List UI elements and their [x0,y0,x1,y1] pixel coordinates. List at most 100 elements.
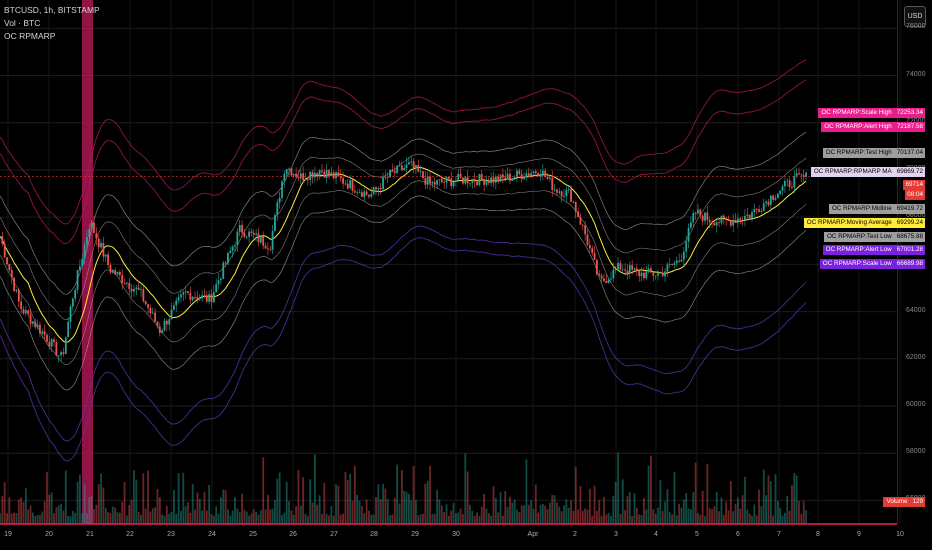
volume-bar [687,508,690,524]
volume-bar [772,515,775,524]
volume-bar [250,513,253,524]
volume-bar [262,457,265,524]
volume-bar [537,512,540,524]
candle-body [330,172,333,175]
time-axis-label: Apr [527,531,539,538]
candle-body [431,181,434,184]
candle-body [292,173,295,176]
time-axis-label: 22 [126,531,134,538]
currency-button[interactable]: USD [904,6,926,27]
candle-body [259,236,262,243]
candle-body [187,291,189,293]
candle-body [229,250,232,254]
volume-bar [39,515,41,524]
volume-bar [149,511,152,524]
price-tag-value: 08:04 [905,190,925,200]
candle-body [168,319,171,325]
candle-body [283,173,286,182]
volume-bar [201,510,203,524]
candle-body [450,178,453,187]
candle-body [252,232,255,235]
candle-body [556,189,558,193]
volume-bar [426,480,429,524]
moving-average-line [0,166,807,343]
candle-body [549,177,551,179]
volume-bar [142,473,145,524]
candle-body [598,274,601,276]
candle-body [161,330,164,333]
candle-body [624,269,626,271]
volume-bar [633,493,636,524]
volume-bar [248,515,250,524]
volume-bar [372,514,375,524]
rpmarp-indicator-label[interactable]: OC RPMARP [4,31,56,41]
volume-bar [457,512,460,524]
price-tag: OC RPMARP:Midline 69419.72 [828,204,925,214]
candle-body [314,172,316,178]
volume-bar [229,515,232,524]
volume-bar [654,513,657,524]
volume-bar [245,511,248,524]
volume-bar [330,506,333,524]
volume-bar [699,514,702,524]
price-tag-value: 72187.58 [894,122,925,132]
candle-body [466,177,469,184]
volume-bar [635,507,638,524]
volume-bar [290,510,293,524]
volume-bar [767,475,770,524]
candle-body [22,309,25,314]
price-tag-value: 72253.34 [894,108,925,118]
price-tag-name: Volume [883,497,911,507]
candle-body [577,211,579,218]
volume-indicator-label[interactable]: Vol · BTC [4,18,41,28]
volume-bar [386,498,389,524]
volume-bars [0,452,807,524]
candle-body [377,187,380,190]
candle-body [527,173,530,176]
candle-body [121,275,124,283]
symbol-label[interactable]: BTCUSD, 1h, BITSTAMP [4,5,100,15]
candle-body [281,181,283,199]
candle-body [316,172,319,176]
candle-body [438,179,441,181]
volume-bar [276,478,279,524]
candle-body [332,172,335,179]
candle-body [203,295,206,297]
candle-body [647,268,650,272]
volume-bar [725,501,728,524]
volume-bar [107,512,109,524]
candle-body [184,291,187,293]
candle-body [668,264,671,265]
volume-bar [638,514,641,524]
volume-bar [715,492,718,524]
candle-body [128,282,131,290]
volume-bar [408,493,410,524]
price-axis-label: 58000 [906,448,926,456]
volume-bar [781,515,784,524]
candle-body [643,272,645,279]
candle-body [744,215,746,220]
volume-bar [565,499,568,524]
volume-bar [339,514,342,524]
candle-body [762,203,765,212]
volume-bar [459,508,462,524]
candle-body [443,182,446,184]
time-axis-label: 8 [816,531,820,538]
volume-bar [485,508,488,524]
volume-bar [62,510,65,524]
candle-body [173,305,175,310]
volume-bar [231,510,234,524]
volume-bar [370,514,373,524]
candle-body [205,295,208,302]
volume-bar [617,452,619,524]
candle-body [612,269,615,279]
volume-bar [396,464,399,524]
volume-bar [626,496,629,524]
candle-body [393,171,396,173]
time-axis-label: 19 [4,531,12,538]
candle-body [86,237,88,245]
volume-bar [572,510,575,524]
candle-body [48,341,51,347]
band-line [0,79,807,245]
